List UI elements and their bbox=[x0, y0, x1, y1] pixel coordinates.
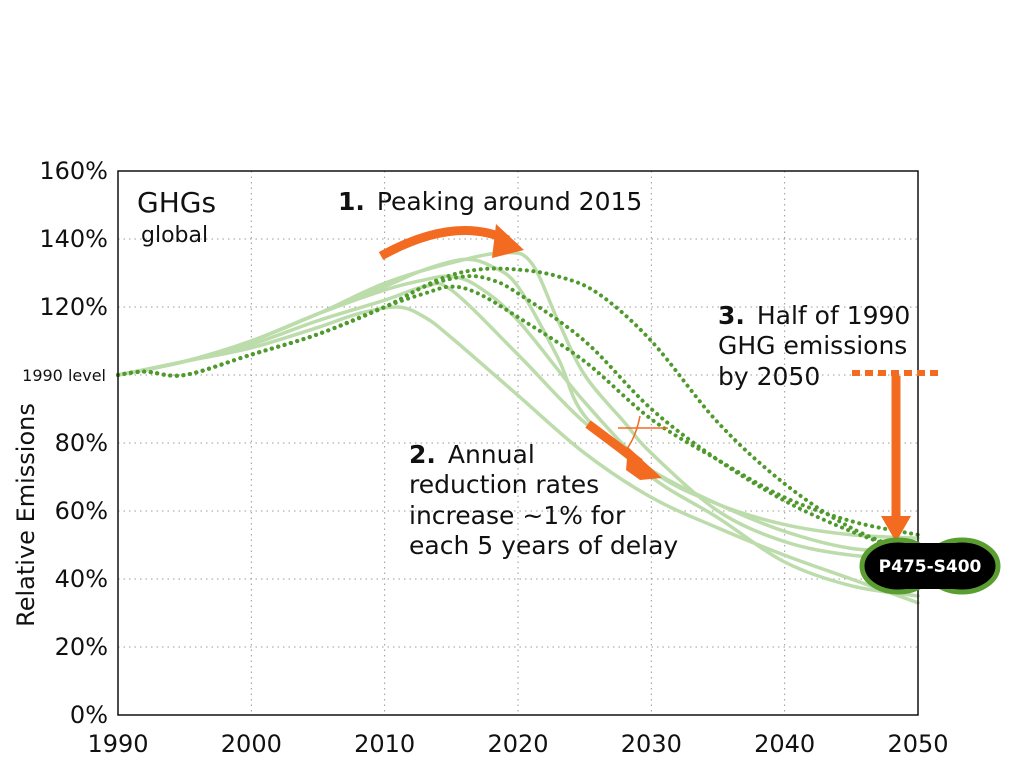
y-tick-label: 80% bbox=[55, 429, 108, 457]
annotation-rates-line1: Annual bbox=[448, 440, 535, 469]
annotation-rates-line3: increase ~1% for bbox=[409, 501, 626, 530]
y-tick-label: 40% bbox=[55, 565, 108, 593]
solid-series-line bbox=[116, 250, 920, 561]
annotation-half-line3: by 2050 bbox=[718, 362, 820, 391]
annotation-half-line2: GHG emissions bbox=[718, 331, 907, 360]
y-tick-label: 140% bbox=[39, 225, 108, 253]
series-group bbox=[116, 250, 920, 605]
chart-subtitle: global bbox=[141, 223, 208, 248]
annotation-rates-line4: each 5 years of delay bbox=[409, 531, 678, 560]
half-arrow bbox=[852, 370, 938, 542]
annotation-rates-number: 2. bbox=[409, 440, 436, 469]
annotation-half-number: 3. bbox=[718, 301, 745, 330]
annotation-rates-line2: reduction rates bbox=[409, 470, 599, 499]
y-tick-label: 0% bbox=[70, 701, 108, 729]
y-tick-label: 160% bbox=[39, 157, 108, 185]
x-tick-label: 2010 bbox=[354, 730, 415, 758]
scenario-badge-label: P475-S400 bbox=[879, 557, 982, 577]
chart-title: GHGs bbox=[137, 186, 216, 219]
annotation-half-line1: Half of 1990 bbox=[757, 301, 910, 330]
y-tick-label: 60% bbox=[55, 497, 108, 525]
x-tick-label: 2020 bbox=[487, 730, 548, 758]
x-tick-labels: 1990 2000 2010 2020 2030 2040 2050 bbox=[87, 730, 948, 758]
y-tick-labels: 0% 20% 40% 60% 80% 1990 level 120% 140% 160% bbox=[22, 157, 108, 729]
annotation-half: 3. Half of 1990 bbox=[718, 301, 910, 330]
dotted-series-line bbox=[116, 266, 920, 558]
y-tick-label: 120% bbox=[39, 293, 108, 321]
x-tick-label: 2000 bbox=[221, 730, 282, 758]
x-tick-label: 2030 bbox=[621, 730, 682, 758]
x-tick-label: 2040 bbox=[754, 730, 815, 758]
y-tick-label: 20% bbox=[55, 633, 108, 661]
y-tick-label: 1990 level bbox=[22, 366, 106, 385]
dotted-series-line bbox=[116, 284, 920, 537]
y-axis-label: Relative Emissions bbox=[12, 403, 40, 627]
annotation-rates: 2. Annual bbox=[409, 440, 535, 469]
x-tick-label: 1990 bbox=[87, 730, 148, 758]
solid-series-line bbox=[116, 305, 920, 605]
annotation-peak-number: 1. bbox=[338, 187, 365, 216]
annotation-peak-text: Peaking around 2015 bbox=[377, 187, 642, 216]
solid-series-line bbox=[116, 281, 920, 554]
annotation-peak: 1. Peaking around 2015 bbox=[338, 187, 642, 216]
rates-arrow bbox=[585, 415, 668, 480]
scenario-badge: P475-S400 bbox=[859, 537, 1001, 595]
peak-arrow bbox=[378, 224, 524, 260]
plot-frame bbox=[117, 170, 919, 716]
x-tick-label: 2050 bbox=[887, 730, 948, 758]
